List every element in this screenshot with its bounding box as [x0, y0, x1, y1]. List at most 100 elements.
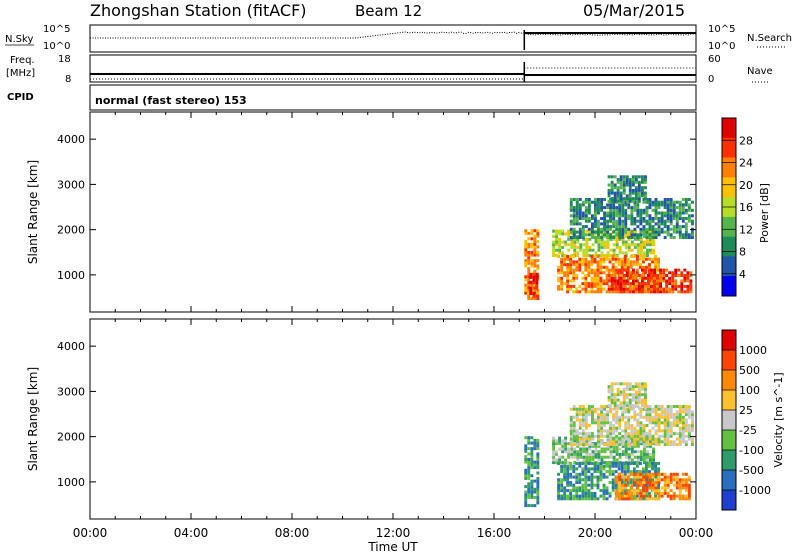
power-cell: [560, 268, 564, 272]
velocity-cell: [575, 415, 579, 419]
power-cell: [610, 191, 614, 195]
power-cell: [648, 219, 652, 223]
velocity-cell: [641, 398, 644, 402]
power-cell: [609, 248, 613, 252]
power-cell: [588, 245, 592, 249]
power-cell: [563, 263, 567, 267]
velocity-cell: [649, 458, 652, 462]
velocity-cell: [663, 413, 667, 417]
velocity-colorbar-swatch: [722, 490, 736, 511]
power-cell: [596, 287, 600, 291]
power-cell: [639, 211, 643, 215]
power-cell: [645, 206, 649, 210]
velocity-cell: [599, 489, 603, 493]
velocity-cell: [616, 390, 620, 394]
velocity-cell: [588, 447, 592, 451]
velocity-cell: [651, 407, 655, 411]
velocity-cell: [530, 436, 534, 440]
velocity-cell: [614, 464, 618, 468]
velocity-cell: [628, 382, 632, 386]
velocity-cell: [654, 421, 658, 425]
velocity-cell: [657, 478, 661, 482]
power-cell: [612, 208, 616, 212]
power-cell: [616, 279, 620, 283]
velocity-cell: [581, 486, 585, 490]
velocity-cell: [678, 437, 682, 441]
velocity-cell: [563, 486, 567, 490]
power-cell: [581, 263, 585, 267]
velocity-cell: [597, 458, 601, 462]
velocity-cell: [597, 452, 601, 456]
velocity-cell: [587, 497, 591, 501]
power-cell: [569, 268, 573, 272]
power-cell: [680, 282, 684, 286]
power-cell: [649, 243, 652, 247]
velocity-cell: [678, 489, 682, 493]
velocity-cell: [678, 440, 682, 444]
power-cell: [653, 276, 656, 280]
power-cell: [619, 282, 623, 286]
velocity-cell: [569, 429, 573, 433]
velocity-cell: [627, 432, 631, 436]
power-cell: [560, 276, 564, 280]
velocity-cell: [624, 432, 628, 436]
velocity-cell: [590, 475, 594, 479]
power-cell: [609, 236, 612, 239]
velocity-cell: [587, 434, 591, 438]
velocity-cell: [530, 452, 534, 456]
power-cell: [610, 274, 614, 277]
power-cell: [536, 229, 540, 233]
velocity-cell: [663, 481, 667, 484]
power-cell: [560, 257, 564, 261]
velocity-cell: [575, 462, 579, 465]
power-cell: [578, 257, 582, 261]
power-cell: [628, 284, 632, 288]
velocity-cell: [639, 437, 643, 441]
velocity-cell: [684, 424, 688, 427]
velocity-cell: [564, 439, 568, 443]
velocity-cell: [666, 491, 670, 495]
power-cell: [584, 198, 588, 201]
velocity-cell: [594, 442, 598, 446]
velocity-cell: [641, 393, 644, 397]
power-cell: [552, 229, 555, 233]
velocity-cell: [584, 424, 588, 427]
velocity-cell: [603, 405, 606, 408]
velocity-cell: [558, 455, 561, 459]
power-cell: [625, 274, 629, 277]
velocity-cell: [552, 439, 555, 443]
power-cell: [622, 274, 626, 277]
power-cell: [669, 227, 673, 231]
cpid-panel: CPID normal (fast stereo) 153: [7, 84, 697, 111]
velocity-cell: [681, 429, 685, 433]
power-cell: [691, 214, 694, 218]
velocity-cell: [643, 452, 646, 456]
velocity-cell: [569, 467, 573, 471]
velocity-cell: [578, 489, 582, 493]
velocity-cell: [663, 472, 667, 476]
power-cell: [653, 268, 656, 272]
power-cell: [678, 203, 682, 207]
power-cell: [651, 219, 655, 223]
velocity-cell: [669, 489, 673, 493]
power-cell: [633, 245, 637, 249]
power-cell: [584, 214, 588, 218]
velocity-cell: [663, 483, 667, 487]
velocity-cell: [563, 467, 567, 471]
velocity-cell: [618, 415, 622, 419]
velocity-cell: [633, 472, 637, 476]
power-cell: [569, 263, 573, 267]
power-cell: [684, 208, 688, 212]
power-cell: [614, 290, 618, 294]
velocity-cell: [560, 464, 564, 468]
velocity-cell: [631, 404, 635, 408]
velocity-cell: [555, 450, 558, 454]
velocity-cell: [639, 478, 643, 482]
power-colorbar-label: 28: [739, 134, 753, 147]
power-cell: [610, 279, 614, 283]
velocity-cell: [596, 486, 600, 490]
velocity-cell: [639, 407, 643, 411]
power-cell: [552, 251, 555, 255]
velocity-cell: [645, 432, 649, 436]
